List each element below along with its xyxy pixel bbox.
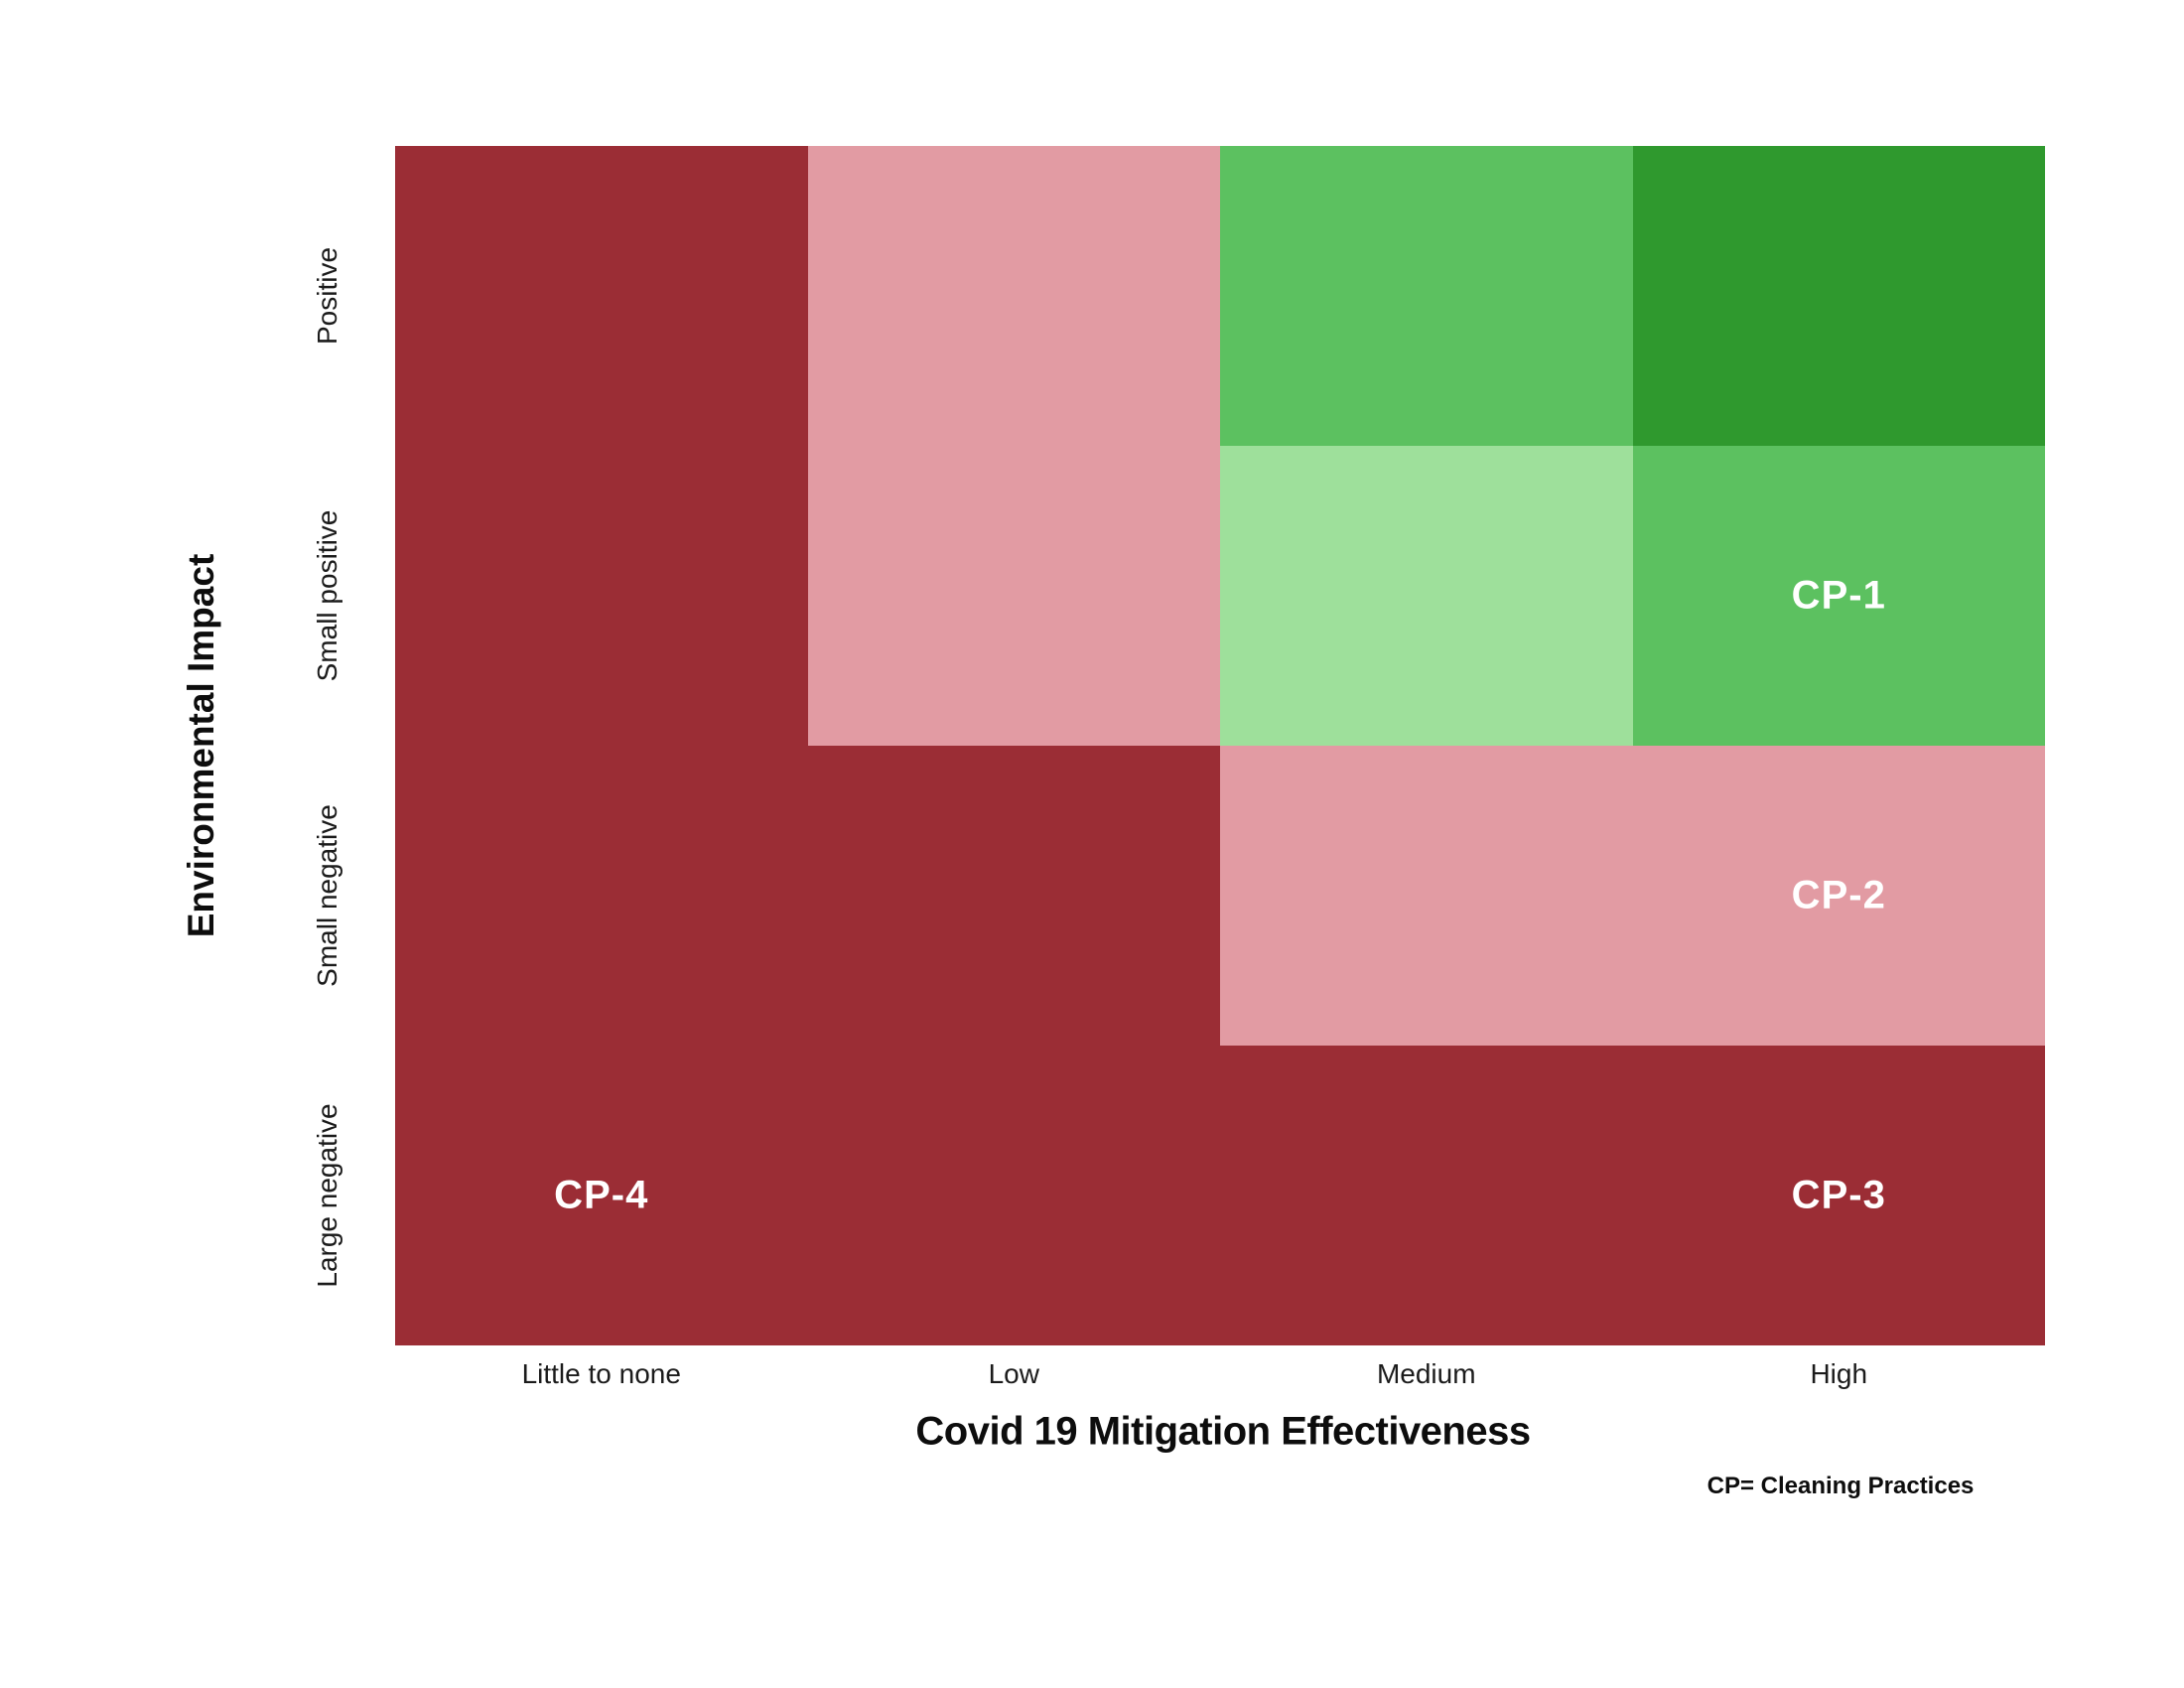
x-tick-1: Low xyxy=(988,1358,1039,1389)
x-tick-2: Medium xyxy=(1376,1358,1476,1389)
matrix-cell-r0c3 xyxy=(1632,146,2045,446)
matrix-cell-r3c3 xyxy=(1632,1046,2045,1345)
matrix-cell-r3c2 xyxy=(1220,1046,1633,1345)
y-tick-0: Positive xyxy=(312,246,342,346)
matrix-cell-r1c3 xyxy=(1632,446,2045,746)
y-tick-1: Small positive xyxy=(312,509,342,682)
y-tick-3: Large negative xyxy=(312,1103,342,1288)
matrix-cell-r1c1 xyxy=(807,446,1220,746)
matrix-cell-r1c0 xyxy=(395,446,808,746)
x-tick-0: Little to none xyxy=(521,1358,681,1389)
matrix-cell-r2c1 xyxy=(807,746,1220,1046)
matrix-cell-r0c1 xyxy=(807,146,1220,446)
matrix-cell-r3c1 xyxy=(807,1046,1220,1345)
footnote: CP= Cleaning Practices xyxy=(1706,1473,1975,1499)
x-axis-title: Covid 19 Mitigation Effectiveness xyxy=(915,1409,1531,1454)
x-tick-3: High xyxy=(1810,1358,1868,1389)
matrix-cell-r2c2 xyxy=(1220,746,1633,1046)
matrix-cell-r3c0 xyxy=(395,1046,808,1345)
matrix-cell-r0c2 xyxy=(1220,146,1633,446)
matrix-cell-r2c0 xyxy=(395,746,808,1046)
y-tick-2: Small negative xyxy=(312,804,342,987)
matrix-plot: CP-1 CP-2 CP-3 CP-4 Little to none Low Medium… xyxy=(312,146,2045,1389)
matrix-cell-r2c3 xyxy=(1632,746,2045,1046)
matrix-grid xyxy=(395,146,2045,1345)
matrix-cell-r1c2 xyxy=(1220,446,1633,746)
matrix-cell-r0c0 xyxy=(395,146,808,446)
y-axis-title: Environmental Impact xyxy=(181,553,221,938)
